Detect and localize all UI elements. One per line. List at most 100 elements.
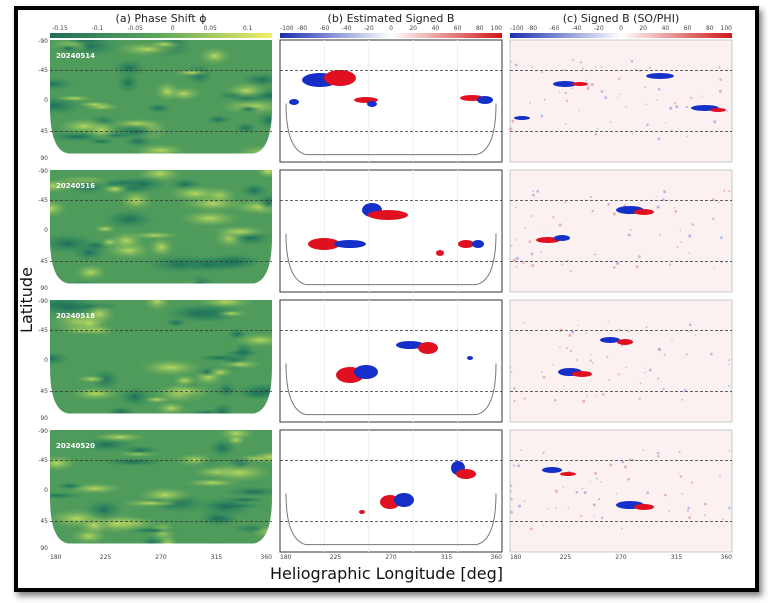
magnetic-region xyxy=(554,235,570,241)
longitude-tick: 315 xyxy=(440,554,453,561)
magnetic-region xyxy=(324,70,356,86)
magnetic-region xyxy=(436,250,444,256)
longitude-tick: 225 xyxy=(559,554,572,561)
colorbar xyxy=(50,33,272,38)
date-label: 20240520 xyxy=(56,442,95,450)
date-label: 20240514 xyxy=(56,52,95,60)
colorbar-tick: 80 xyxy=(705,25,714,32)
longitude-tick: 225 xyxy=(99,554,112,561)
map-panel-a-3 xyxy=(50,300,272,422)
colorbar-tick: 20 xyxy=(409,25,418,32)
colorbar-tick: 80 xyxy=(475,25,484,32)
colorbar-tick: 40 xyxy=(661,25,670,32)
colorbar-tick: 60 xyxy=(683,25,692,32)
date-label: 20240518 xyxy=(56,312,95,320)
magnetic-region xyxy=(514,116,530,120)
colorbar-tick: 0.1 xyxy=(242,25,253,32)
map-panel-a-4 xyxy=(50,430,272,552)
colorbar-tick: 0.05 xyxy=(203,25,217,32)
magnetic-region xyxy=(710,108,726,112)
magnetic-region xyxy=(308,238,340,250)
longitude-tick: 360 xyxy=(260,554,272,561)
colorbar-tick: -20 xyxy=(363,25,374,32)
latitude-tick: 45 xyxy=(40,127,48,135)
colorbar-tick: 40 xyxy=(431,25,440,32)
longitude-tick: 360 xyxy=(490,554,502,561)
magnetic-region xyxy=(572,371,592,377)
magnetic-region xyxy=(634,504,654,510)
figure-frame xyxy=(14,6,759,592)
magnetic-region xyxy=(418,342,438,354)
longitude-tick: 315 xyxy=(210,554,223,561)
map-panel-c-2 xyxy=(509,169,733,293)
latitude-tick: -45 xyxy=(38,196,48,204)
map-panel-c-4 xyxy=(509,429,733,553)
date-label: 20240516 xyxy=(56,182,95,190)
colorbar-tick: 0 xyxy=(619,25,623,32)
magnetic-region xyxy=(368,210,408,220)
latitude-tick: 45 xyxy=(40,517,48,525)
magnetic-region xyxy=(467,356,473,360)
magnetic-region xyxy=(472,240,484,248)
latitude-tick: 45 xyxy=(40,257,48,265)
panel-c-title: (c) Signed B (SO/PHI) xyxy=(562,12,680,25)
longitude-tick: 225 xyxy=(329,554,342,561)
magnetic-region xyxy=(334,240,366,248)
latitude-tick: -45 xyxy=(38,66,48,74)
colorbar xyxy=(280,33,502,38)
magnetic-region xyxy=(560,472,576,476)
latitude-tick: 0 xyxy=(44,487,48,494)
map-panel-b-2 xyxy=(279,169,503,293)
latitude-tick: -45 xyxy=(38,456,48,464)
colorbar-tick: 0 xyxy=(170,25,175,32)
longitude-tick: 270 xyxy=(155,554,167,561)
magnetic-region xyxy=(359,510,365,514)
colorbar-tick: 60 xyxy=(453,25,462,32)
magnetic-region xyxy=(458,240,474,248)
latitude-tick: 90 xyxy=(40,545,48,552)
latitude-tick: 0 xyxy=(44,357,48,364)
map-panel-c-1 xyxy=(509,39,733,163)
colorbar xyxy=(510,33,732,38)
longitude-tick: 270 xyxy=(385,554,397,561)
latitude-tick: 45 xyxy=(40,387,48,395)
latitude-tick: 90 xyxy=(40,285,48,292)
magnetic-region xyxy=(634,209,654,215)
longitude-tick: 180 xyxy=(50,554,62,561)
colorbar-tick: -0.1 xyxy=(91,25,104,32)
map-panel-b-3 xyxy=(279,299,503,423)
magnetic-region xyxy=(354,365,378,379)
colorbar-tick: 20 xyxy=(639,25,648,32)
y-axis-label: Latitude xyxy=(17,267,36,333)
map-panel-b-4 xyxy=(279,429,503,553)
colorbar-tick: -80 xyxy=(297,25,308,32)
colorbar-tick: -20 xyxy=(593,25,604,32)
colorbar-tick: -80 xyxy=(527,25,538,32)
magnetic-region xyxy=(367,101,377,107)
latitude-tick: 0 xyxy=(44,227,48,234)
magnetic-region xyxy=(572,82,588,86)
longitude-tick: 270 xyxy=(615,554,627,561)
latitude-tick: -90 xyxy=(38,168,48,175)
map-panel-a-1 xyxy=(50,40,272,162)
map-panel-b-1 xyxy=(279,39,503,163)
magnetic-region xyxy=(477,96,493,104)
magnetic-region xyxy=(600,337,620,343)
latitude-tick: 0 xyxy=(44,97,48,104)
magnetic-region xyxy=(456,469,476,479)
magnetic-region xyxy=(542,467,562,473)
panel-a-title: (a) Phase Shift ϕ xyxy=(115,12,207,25)
magnetic-region xyxy=(289,99,299,105)
panel-b-title: (b) Estimated Signed B xyxy=(327,12,455,25)
map-panel-c-3 xyxy=(509,299,733,423)
colorbar-tick: 100 xyxy=(720,25,732,32)
latitude-tick: -90 xyxy=(38,38,48,45)
map-panel-a-2 xyxy=(50,170,272,292)
colorbar-tick: -100 xyxy=(280,25,294,32)
magnetic-region xyxy=(536,237,560,243)
longitude-tick: 180 xyxy=(280,554,292,561)
colorbar-tick: -0.15 xyxy=(52,25,68,32)
magnetic-region xyxy=(617,339,633,345)
colorbar-tick: -40 xyxy=(341,25,352,32)
